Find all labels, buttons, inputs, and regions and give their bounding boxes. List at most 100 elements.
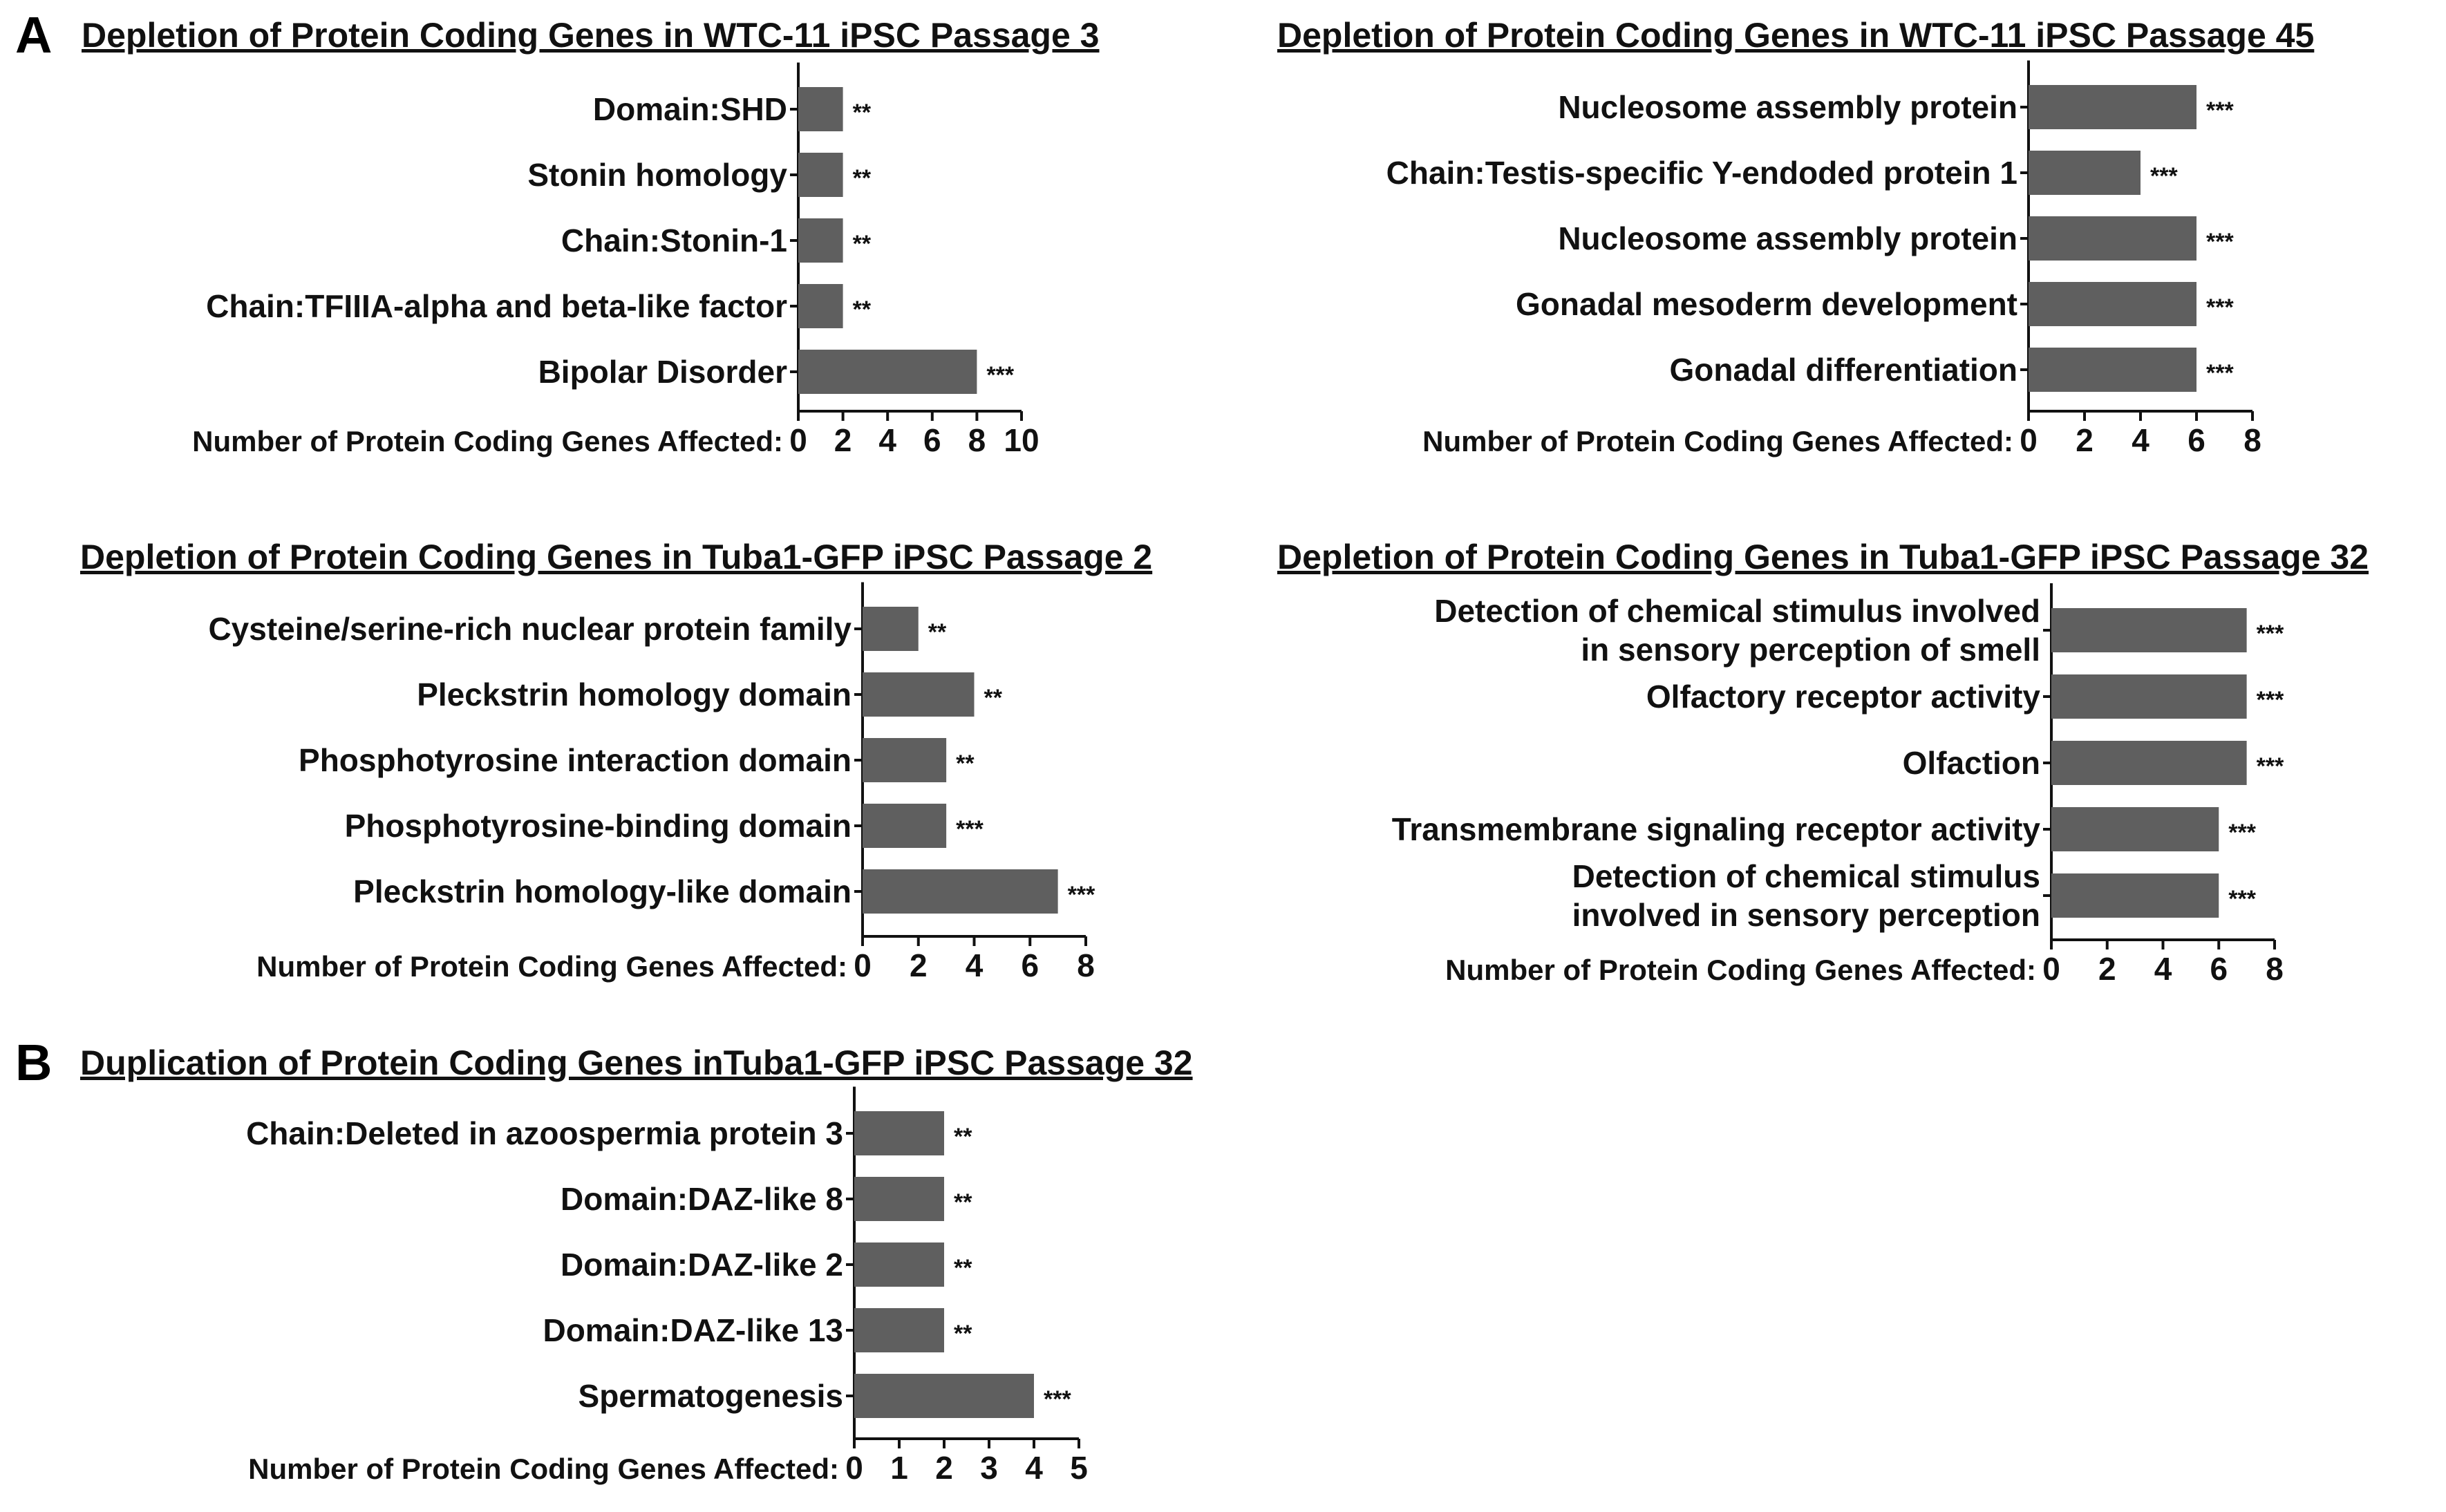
significance-label: *** (986, 362, 1014, 388)
bar (854, 1111, 944, 1155)
bar (798, 218, 843, 263)
x-tick-label: 2 (935, 1450, 953, 1486)
category-label: Phosphotyrosine-binding domain (345, 808, 852, 844)
significance-label: *** (2257, 687, 2284, 713)
bar (2051, 741, 2247, 785)
x-axis-label: Number of Protein Coding Genes Affected: (192, 425, 783, 457)
x-tick-label: 0 (854, 947, 872, 983)
bar (854, 1308, 944, 1352)
x-tick-label: 2 (2098, 951, 2116, 987)
category-label: Chain:TFIIIA-alpha and beta-like factor (206, 288, 787, 324)
x-tick-label: 4 (2132, 422, 2149, 458)
x-tick-label: 0 (845, 1450, 863, 1486)
category-label: Domain:SHD (593, 91, 787, 127)
category-label: in sensory perception of smell (1581, 632, 2040, 668)
significance-label: ** (853, 296, 872, 323)
category-label: Domain:DAZ-like 13 (543, 1312, 843, 1348)
significance-label: ** (853, 100, 872, 126)
significance-label: ** (954, 1189, 972, 1216)
x-tick-label: 2 (834, 422, 852, 458)
x-tick-label: 6 (1021, 947, 1039, 983)
x-tick-label: 3 (980, 1450, 998, 1486)
x-tick-label: 8 (2243, 422, 2261, 458)
significance-label: ** (954, 1255, 972, 1281)
x-tick-label: 0 (2020, 422, 2038, 458)
bar (2051, 674, 2247, 719)
x-tick-label: 0 (2042, 951, 2060, 987)
category-label: Gonadal differentiation (1670, 352, 2017, 388)
x-tick-label: 6 (2210, 951, 2228, 987)
significance-label: *** (2150, 163, 2178, 189)
category-label: Nucleosome assembly protein (1558, 220, 2017, 256)
x-tick-label: 8 (2266, 951, 2284, 987)
x-tick-label: 4 (966, 947, 984, 983)
chart-title: Depletion of Protein Coding Genes in Tub… (1277, 538, 2369, 576)
chart-title: Duplication of Protein Coding Genes inTu… (80, 1043, 1193, 1082)
significance-label: ** (954, 1321, 972, 1347)
significance-label: *** (1044, 1386, 1071, 1412)
significance-label: *** (1068, 882, 1095, 908)
significance-label: *** (2257, 753, 2284, 779)
significance-label: *** (2228, 886, 2256, 912)
chart-title: Depletion of Protein Coding Genes in WTC… (1277, 16, 2314, 55)
category-label: Detection of chemical stimulus (1572, 858, 2040, 894)
significance-label: ** (954, 1124, 972, 1150)
bar (798, 284, 843, 328)
x-axis-label: Number of Protein Coding Genes Affected: (256, 950, 847, 983)
x-tick-label: 6 (2188, 422, 2205, 458)
chart-title: Depletion of Protein Coding Genes in WTC… (82, 16, 1100, 55)
bar (863, 738, 947, 782)
bar (863, 804, 947, 848)
significance-label: ** (956, 750, 975, 777)
x-tick-label: 10 (1004, 422, 1039, 458)
significance-label: *** (2206, 229, 2234, 255)
category-label: Phosphotyrosine interaction domain (299, 742, 852, 778)
bar (2029, 282, 2196, 326)
category-label: Pleckstrin homology-like domain (353, 873, 852, 909)
bar (798, 87, 843, 131)
category-label: involved in sensory perception (1572, 897, 2040, 933)
x-tick-label: 2 (910, 947, 928, 983)
x-axis-label: Number of Protein Coding Genes Affected: (248, 1453, 839, 1485)
significance-label: *** (2257, 621, 2284, 647)
bar (863, 672, 975, 717)
x-tick-label: 8 (968, 422, 986, 458)
x-tick-label: 6 (923, 422, 941, 458)
category-label: Gonadal mesoderm development (1516, 286, 2017, 322)
significance-label: *** (2228, 820, 2256, 846)
category-label: Spermatogenesis (578, 1378, 843, 1414)
bar (863, 607, 919, 651)
bar (2029, 151, 2141, 195)
significance-label: ** (928, 619, 947, 645)
bar (2051, 807, 2219, 851)
x-tick-label: 8 (1077, 947, 1095, 983)
significance-label: *** (956, 816, 984, 842)
significance-label: *** (2206, 294, 2234, 321)
x-tick-label: 0 (789, 422, 807, 458)
category-label: Bipolar Disorder (538, 354, 788, 390)
significance-label: ** (853, 165, 872, 191)
x-tick-label: 4 (1025, 1450, 1043, 1486)
bar (798, 350, 977, 394)
significance-label: *** (2206, 97, 2234, 124)
category-label: Chain:Deleted in azoospermia protein 3 (246, 1115, 843, 1151)
category-label: Cysteine/serine-rich nuclear protein fam… (208, 611, 852, 647)
category-label: Transmembrane signaling receptor activit… (1392, 811, 2041, 847)
bar (2029, 348, 2196, 392)
category-label: Olfaction (1903, 745, 2040, 781)
bar (854, 1242, 944, 1287)
significance-label: ** (853, 231, 872, 257)
bar (2051, 873, 2219, 918)
category-label: Domain:DAZ-like 8 (561, 1181, 843, 1217)
significance-label: ** (984, 685, 1003, 711)
bar (854, 1177, 944, 1221)
category-label: Detection of chemical stimulus involved (1434, 593, 2040, 629)
chart-title: Depletion of Protein Coding Genes in Tub… (80, 538, 1152, 576)
category-label: Chain:Stonin-1 (561, 223, 787, 258)
bar (2029, 85, 2196, 129)
x-tick-label: 4 (878, 422, 896, 458)
x-tick-label: 2 (2076, 422, 2094, 458)
x-axis-label: Number of Protein Coding Genes Affected: (1422, 425, 2013, 457)
category-label: Domain:DAZ-like 2 (561, 1247, 843, 1283)
